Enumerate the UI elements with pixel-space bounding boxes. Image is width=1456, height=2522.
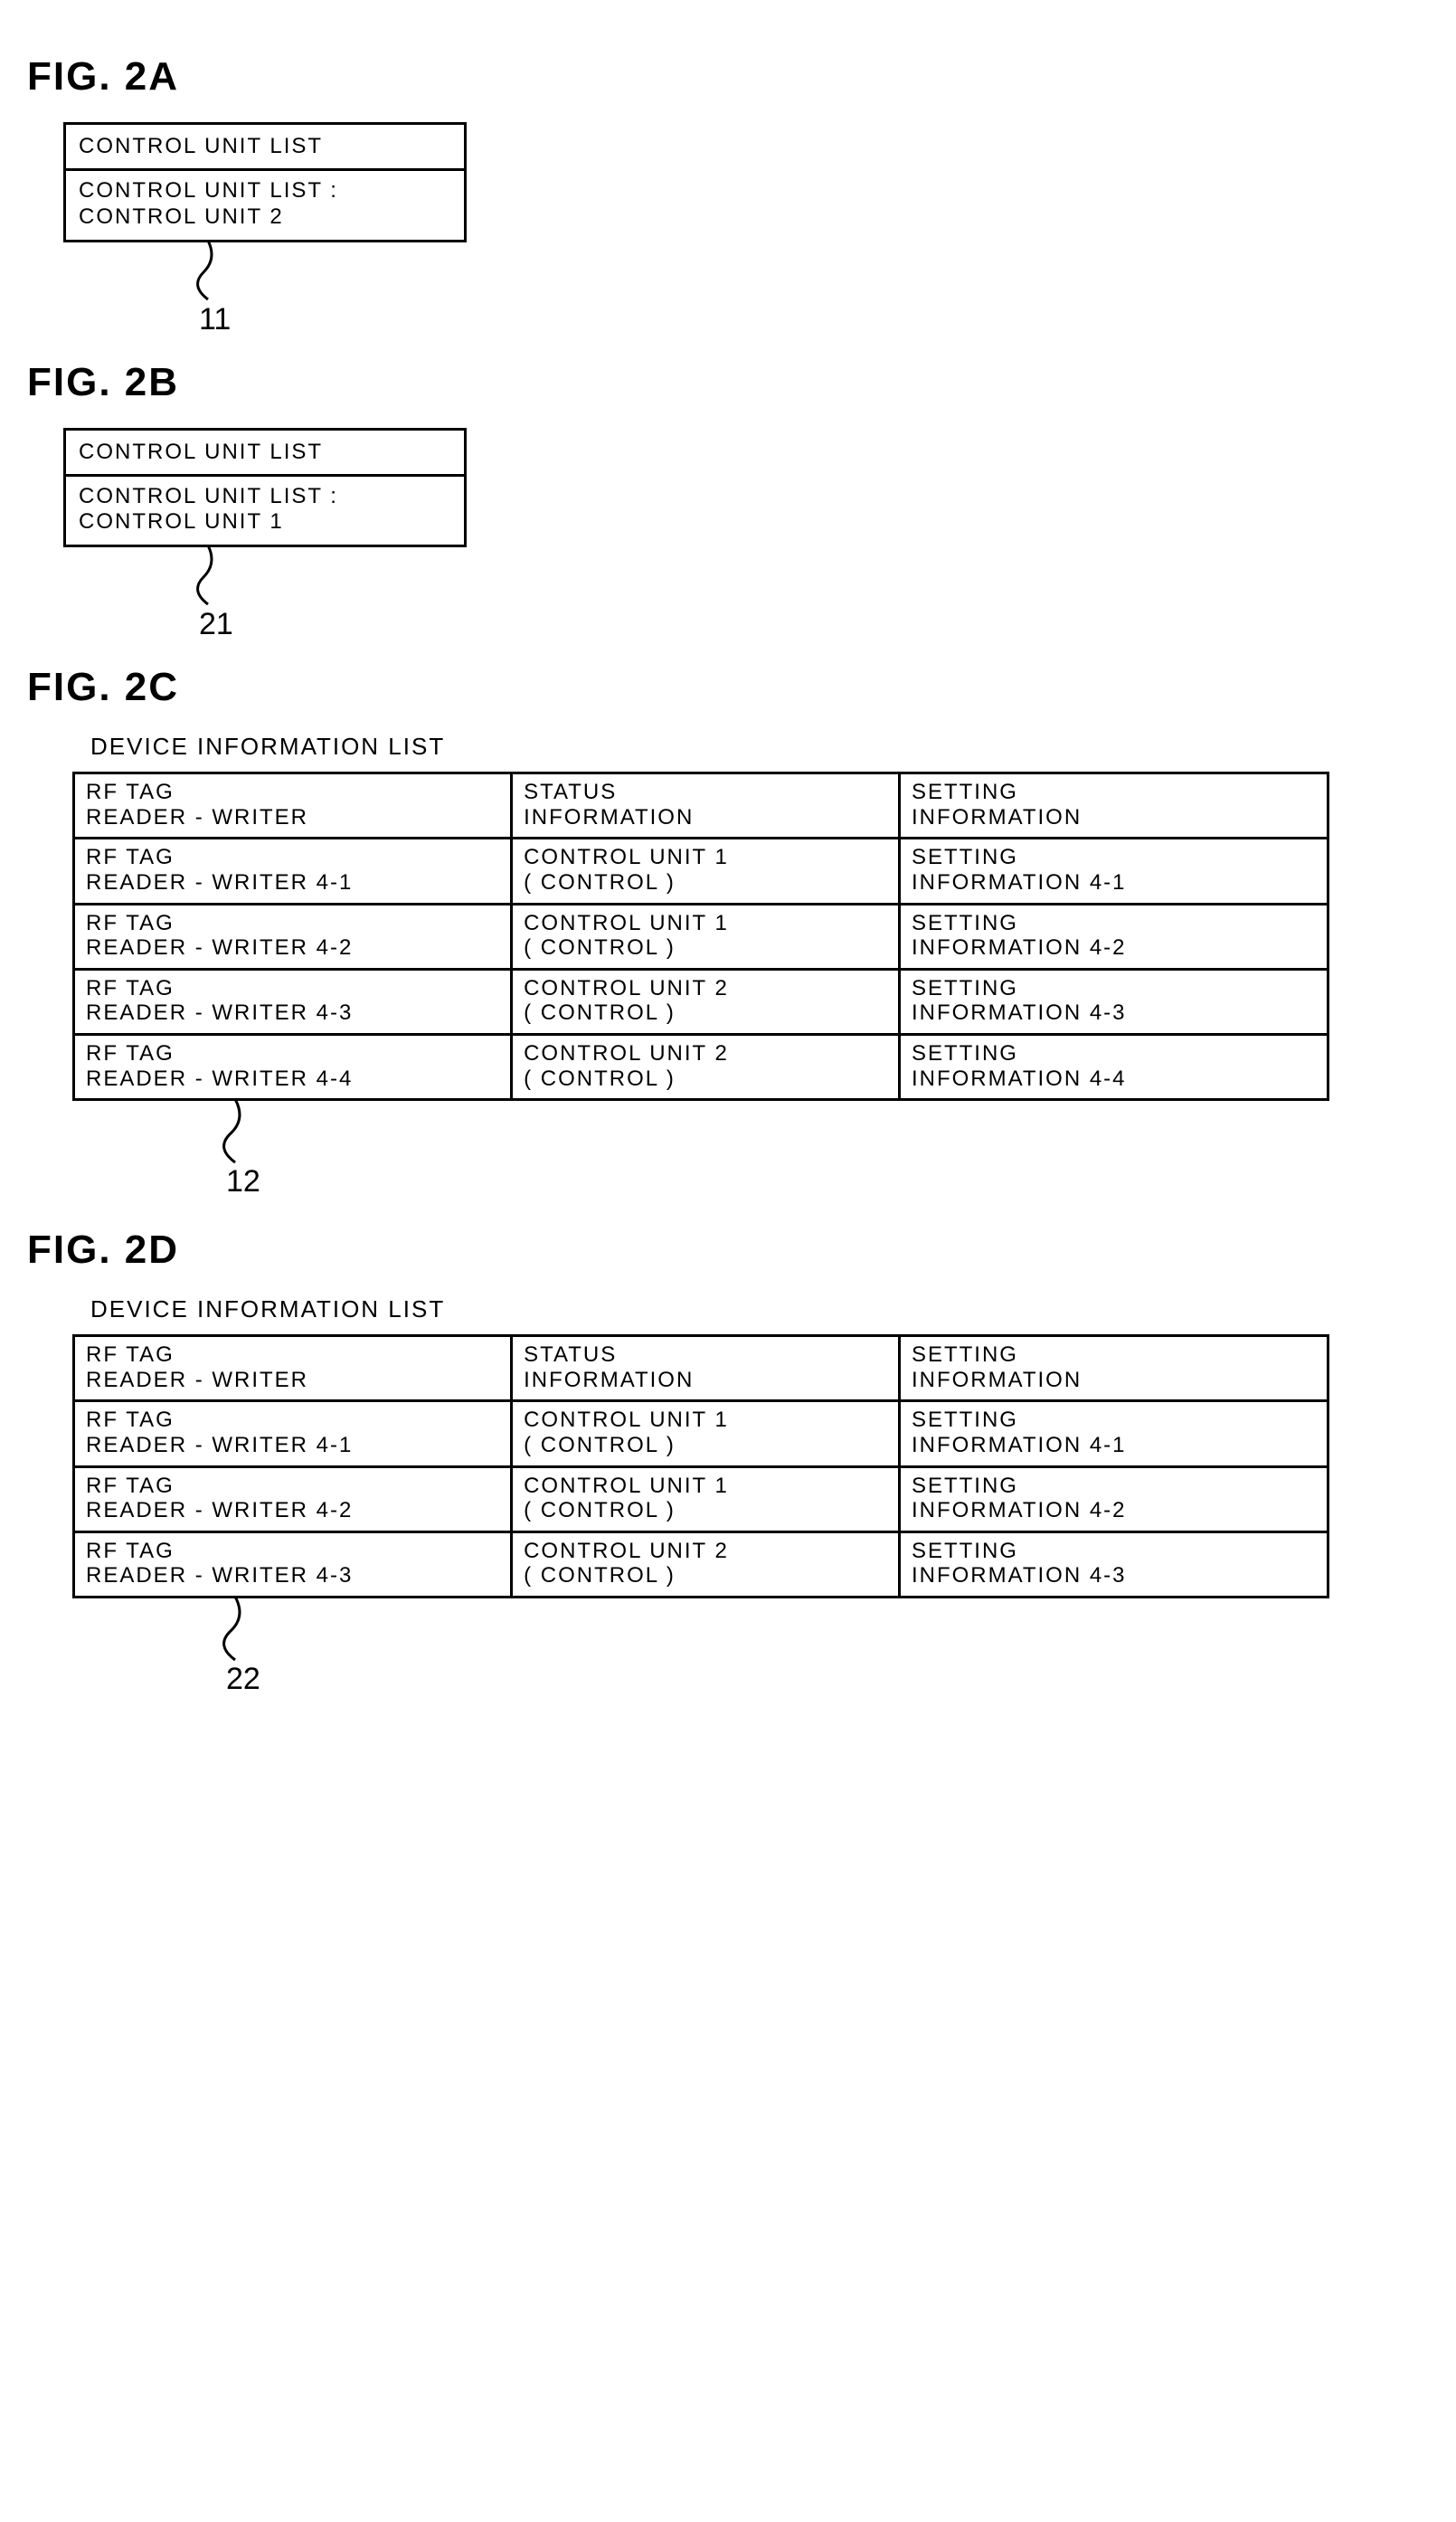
cell-text: RF TAG bbox=[86, 911, 499, 936]
figure-label-2d: FIG. 2D bbox=[27, 1228, 1429, 1273]
cell-text: RF TAG bbox=[86, 845, 499, 870]
cell-text: INFORMATION 4-4 bbox=[912, 1067, 1316, 1092]
box-line: CONTROL UNIT LIST : bbox=[79, 178, 451, 204]
cell-text: ( CONTROL ) bbox=[524, 1498, 887, 1523]
cell-text: SETTING bbox=[912, 976, 1316, 1001]
table-subtitle: DEVICE INFORMATION LIST bbox=[90, 733, 1429, 761]
cell-text: ( CONTROL ) bbox=[524, 1067, 887, 1092]
cell-text: RF TAG bbox=[86, 1539, 499, 1564]
box-body: CONTROL UNIT LIST : CONTROL UNIT 2 bbox=[66, 171, 464, 240]
box-header: CONTROL UNIT LIST bbox=[66, 125, 464, 171]
cell-text: READER - WRITER 4-2 bbox=[86, 935, 499, 961]
cell-text: INFORMATION 4-3 bbox=[912, 1563, 1316, 1588]
box-body: CONTROL UNIT LIST : CONTROL UNIT 1 bbox=[66, 477, 464, 545]
cell-text: RF TAG bbox=[86, 976, 499, 1001]
cell-text: INFORMATION 4-3 bbox=[912, 1000, 1316, 1026]
cell-text: INFORMATION bbox=[912, 1368, 1316, 1393]
reference-number: 12 bbox=[226, 1164, 260, 1199]
cell-text: READER - WRITER 4-4 bbox=[86, 1067, 499, 1092]
figure-label-2c: FIG. 2C bbox=[27, 665, 1429, 710]
box-header: CONTROL UNIT LIST bbox=[66, 431, 464, 477]
cell-text: SETTING bbox=[912, 1041, 1316, 1067]
cell-text: ( CONTROL ) bbox=[524, 1433, 887, 1458]
control-unit-list-box-b: CONTROL UNIT LIST CONTROL UNIT LIST : CO… bbox=[63, 428, 467, 548]
control-unit-list-box-a: CONTROL UNIT LIST CONTROL UNIT LIST : CO… bbox=[63, 122, 467, 242]
cell-text: CONTROL UNIT 1 bbox=[524, 1408, 887, 1433]
reference-number: 11 bbox=[199, 302, 231, 337]
cell-text: ( CONTROL ) bbox=[524, 935, 887, 961]
cell-text: RF TAG bbox=[86, 780, 499, 805]
cell-text: READER - WRITER 4-1 bbox=[86, 1433, 499, 1458]
table-row: RF TAGREADER - WRITER 4-1 CONTROL UNIT 1… bbox=[74, 1401, 1328, 1466]
cell-text: RF TAG bbox=[86, 1474, 499, 1499]
cell-text: SETTING bbox=[912, 845, 1316, 870]
cell-text: READER - WRITER bbox=[86, 805, 499, 830]
cell-text: RF TAG bbox=[86, 1342, 499, 1368]
reference-number: 22 bbox=[226, 1662, 260, 1697]
table-row: RF TAGREADER - WRITER 4-2 CONTROL UNIT 1… bbox=[74, 1466, 1328, 1531]
cell-text: INFORMATION bbox=[524, 805, 887, 830]
cell-text: STATUS bbox=[524, 780, 887, 805]
box-line: CONTROL UNIT 2 bbox=[79, 204, 451, 231]
cell-text: CONTROL UNIT 2 bbox=[524, 1539, 887, 1564]
reference-callout: 22 bbox=[72, 1598, 1429, 1707]
figure-label-2a: FIG. 2A bbox=[27, 54, 1429, 100]
cell-text: ( CONTROL ) bbox=[524, 1000, 887, 1026]
reference-callout: 21 bbox=[63, 547, 1429, 647]
cell-text: RF TAG bbox=[86, 1408, 499, 1433]
table-row: RF TAGREADER - WRITER 4-2 CONTROL UNIT 1… bbox=[74, 904, 1328, 969]
callout-curve-icon bbox=[181, 241, 235, 304]
cell-text: SETTING bbox=[912, 1539, 1316, 1564]
table-row: RF TAGREADER - WRITER 4-3 CONTROL UNIT 2… bbox=[74, 969, 1328, 1034]
callout-curve-icon bbox=[208, 1597, 262, 1664]
cell-text: CONTROL UNIT 2 bbox=[524, 1041, 887, 1067]
cell-text: READER - WRITER bbox=[86, 1368, 499, 1393]
cell-text: READER - WRITER 4-1 bbox=[86, 870, 499, 896]
cell-text: ( CONTROL ) bbox=[524, 1563, 887, 1588]
table-row: RF TAGREADER - WRITER 4-4 CONTROL UNIT 2… bbox=[74, 1034, 1328, 1099]
cell-text: STATUS bbox=[524, 1342, 887, 1368]
table-header-row: RF TAGREADER - WRITER STATUSINFORMATION … bbox=[74, 773, 1328, 839]
cell-text: CONTROL UNIT 1 bbox=[524, 845, 887, 870]
table-subtitle: DEVICE INFORMATION LIST bbox=[90, 1295, 1429, 1323]
table-row: RF TAGREADER - WRITER 4-3 CONTROL UNIT 2… bbox=[74, 1531, 1328, 1597]
cell-text: SETTING bbox=[912, 1342, 1316, 1368]
box-line: CONTROL UNIT 1 bbox=[79, 509, 451, 536]
cell-text: READER - WRITER 4-3 bbox=[86, 1563, 499, 1588]
cell-text: RF TAG bbox=[86, 1041, 499, 1067]
callout-curve-icon bbox=[181, 545, 235, 609]
figure-label-2b: FIG. 2B bbox=[27, 360, 1429, 405]
cell-text: INFORMATION 4-2 bbox=[912, 1498, 1316, 1523]
cell-text: INFORMATION bbox=[524, 1368, 887, 1393]
cell-text: SETTING bbox=[912, 780, 1316, 805]
reference-callout: 11 bbox=[63, 242, 1429, 342]
device-info-table-d: RF TAGREADER - WRITER STATUSINFORMATION … bbox=[72, 1334, 1329, 1598]
reference-callout: 12 bbox=[72, 1101, 1429, 1209]
cell-text: INFORMATION 4-1 bbox=[912, 1433, 1316, 1458]
cell-text: SETTING bbox=[912, 911, 1316, 936]
cell-text: INFORMATION 4-1 bbox=[912, 870, 1316, 896]
cell-text: CONTROL UNIT 2 bbox=[524, 976, 887, 1001]
device-info-table-c: RF TAGREADER - WRITER STATUSINFORMATION … bbox=[72, 772, 1329, 1101]
cell-text: SETTING bbox=[912, 1474, 1316, 1499]
cell-text: INFORMATION 4-2 bbox=[912, 935, 1316, 961]
box-line: CONTROL UNIT LIST : bbox=[79, 484, 451, 510]
reference-number: 21 bbox=[199, 607, 233, 642]
cell-text: CONTROL UNIT 1 bbox=[524, 1474, 887, 1499]
cell-text: CONTROL UNIT 1 bbox=[524, 911, 887, 936]
cell-text: READER - WRITER 4-3 bbox=[86, 1000, 499, 1026]
cell-text: READER - WRITER 4-2 bbox=[86, 1498, 499, 1523]
cell-text: INFORMATION bbox=[912, 805, 1316, 830]
table-header-row: RF TAGREADER - WRITER STATUSINFORMATION … bbox=[74, 1336, 1328, 1401]
cell-text: ( CONTROL ) bbox=[524, 870, 887, 896]
callout-curve-icon bbox=[208, 1099, 262, 1167]
cell-text: SETTING bbox=[912, 1408, 1316, 1433]
table-row: RF TAGREADER - WRITER 4-1 CONTROL UNIT 1… bbox=[74, 839, 1328, 904]
